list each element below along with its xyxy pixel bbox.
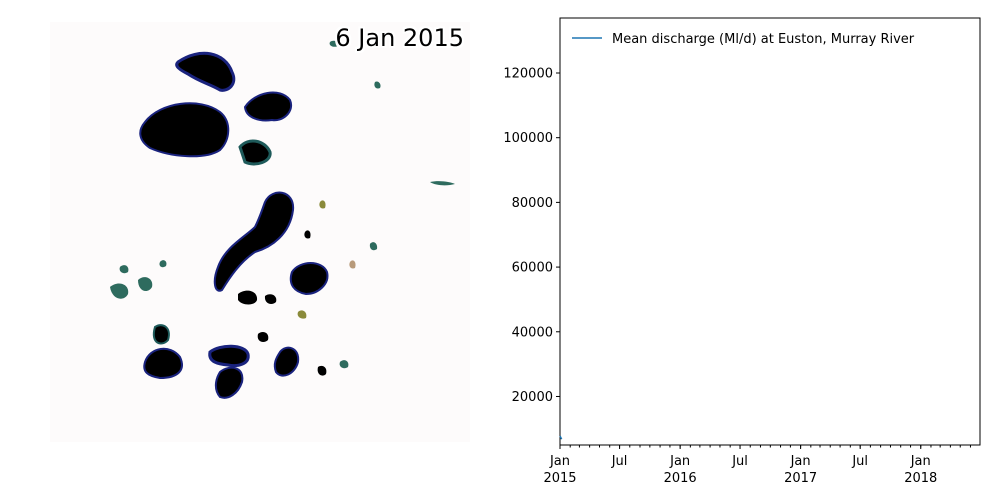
water-extent-map: 6 Jan 2015: [50, 22, 470, 442]
x-tick-label: Jan: [549, 454, 570, 469]
discharge-chart: 20000 40000 60000 80000 100000 120000 Jan 2015…: [503, 17, 981, 486]
y-tick-label: 40000: [512, 325, 553, 340]
plot-frame: [559, 17, 981, 446]
legend: Mean discharge (Ml/d) at Euston, Murray …: [572, 32, 915, 47]
x-tick-label: Jul: [731, 454, 748, 469]
x-tick-label: Jul: [611, 454, 628, 469]
y-tick-label: 120000: [503, 66, 553, 81]
lake-shapes: [139, 51, 329, 399]
x-tick-year-label: 2017: [784, 471, 817, 486]
x-tick-year-label: 2015: [543, 471, 576, 486]
legend-entry: Mean discharge (Ml/d) at Euston, Murray …: [612, 32, 915, 47]
x-tick-year-label: 2018: [904, 471, 937, 486]
x-tick-label: Jul: [851, 454, 868, 469]
x-tick-label: Jan: [790, 454, 811, 469]
y-tick-label: 100000: [503, 131, 553, 146]
x-tick-label: Jan: [910, 454, 931, 469]
vegetation-patches: [110, 40, 455, 369]
x-tick-year-label: 2016: [664, 471, 697, 486]
y-tick-label: 20000: [512, 390, 553, 405]
map-date-label: 6 Jan 2015: [335, 24, 464, 52]
x-tick-label: Jan: [669, 454, 690, 469]
y-tick-label: 80000: [512, 196, 553, 211]
series-line: [559, 435, 563, 440]
x-axis: Jan 2015 Jul Jan 2016 Jul Jan 2017 Jul Jan 2018: [543, 445, 971, 486]
series-layer: [559, 435, 563, 440]
water-extent-image: [50, 22, 470, 442]
y-axis: 20000 40000 60000 80000 100000 120000: [503, 66, 560, 405]
y-tick-label: 60000: [512, 261, 553, 276]
